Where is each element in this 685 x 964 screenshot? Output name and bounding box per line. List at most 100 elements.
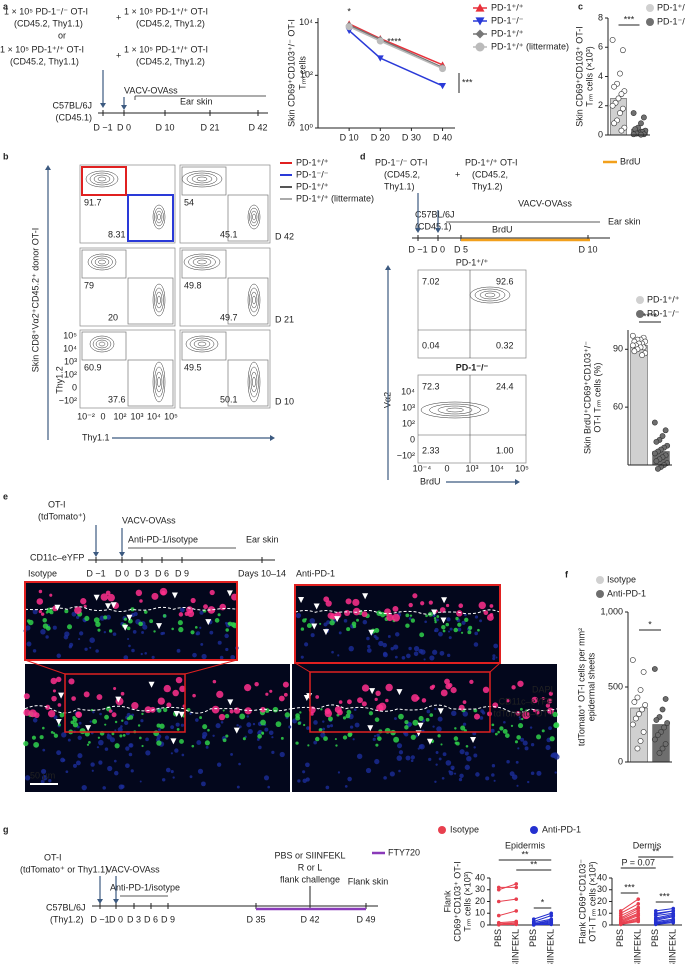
cd11c-cell xyxy=(128,715,134,720)
point xyxy=(659,706,666,713)
nucleus xyxy=(320,732,326,738)
ot-i-cell xyxy=(161,590,166,596)
cd11c-cell xyxy=(45,611,49,614)
nucleus xyxy=(32,649,37,653)
ot-i-cell xyxy=(482,686,490,694)
cd11c-cell xyxy=(455,741,460,746)
cd11c-cell xyxy=(441,625,446,630)
schematic-text: FTY720 xyxy=(388,847,420,857)
cd11c-cell xyxy=(123,617,128,621)
pair-line xyxy=(655,916,674,921)
y-tick-label: 40 xyxy=(597,872,607,882)
point xyxy=(651,736,658,743)
nucleus xyxy=(432,649,438,655)
cd11c-cell xyxy=(97,736,101,739)
cd11c-cell xyxy=(473,708,478,713)
nucleus xyxy=(158,728,161,732)
cd11c-cell xyxy=(214,618,220,623)
nucleus xyxy=(89,646,92,649)
cd11c-cell xyxy=(114,743,120,749)
pair-line xyxy=(620,913,639,922)
arrowhead-marker xyxy=(368,629,375,636)
cd11c-cell xyxy=(70,720,75,725)
schematic-text: D 42 xyxy=(248,122,267,132)
contour xyxy=(154,207,164,227)
schematic-text: Anti-PD-1/isotype xyxy=(110,882,180,892)
nucleus xyxy=(95,649,99,653)
y-axis-label: Flank xyxy=(442,890,452,913)
arrowhead-marker xyxy=(369,688,376,695)
ot-i-cell xyxy=(361,611,368,618)
point xyxy=(620,47,626,54)
nucleus xyxy=(378,640,384,647)
ot-i-cell xyxy=(411,694,419,702)
schematic-text: D 5 xyxy=(454,244,468,254)
pair-line xyxy=(620,912,639,921)
y-axis-label: Flank CD69⁺CD103⁻ xyxy=(577,859,587,944)
ot-i-cell xyxy=(244,707,252,715)
scale-label: 50 µm xyxy=(30,770,55,780)
nucleus xyxy=(64,631,70,637)
cd11c-cell xyxy=(304,618,307,621)
schematic-text: 1 × 10⁵ PD-1⁺/⁺ OT-I xyxy=(0,44,84,54)
nucleus xyxy=(344,785,348,788)
schematic-text: D 3 xyxy=(127,914,141,924)
nucleus xyxy=(366,648,372,653)
nucleus xyxy=(451,710,457,717)
nucleus xyxy=(140,652,143,656)
nucleus xyxy=(98,760,103,765)
ot-i-cell xyxy=(157,697,165,705)
nucleus xyxy=(217,640,222,645)
nucleus xyxy=(212,734,215,737)
y-tick-label: 10⁰ xyxy=(299,122,313,132)
cd11c-cell xyxy=(519,707,523,711)
ot-i-cell xyxy=(478,601,486,610)
ot-i-cell xyxy=(346,699,352,705)
ot-i-cell xyxy=(151,592,159,600)
gate-value: 49.5 xyxy=(184,362,202,372)
x-tick-label: 0 xyxy=(444,463,449,473)
point xyxy=(629,721,636,728)
cd11c-cell xyxy=(111,732,115,736)
gate-value: 79 xyxy=(84,280,94,290)
nucleus xyxy=(338,631,342,635)
nucleus xyxy=(448,770,454,776)
nucleus xyxy=(474,615,479,619)
legend-marker xyxy=(646,4,654,12)
contour xyxy=(97,176,107,182)
cd11c-cell xyxy=(127,618,133,624)
legend-label: PD-1⁺/⁺ xyxy=(491,2,524,12)
annotation: *** xyxy=(462,77,473,87)
nucleus xyxy=(457,627,462,632)
cd11c-cell xyxy=(280,736,284,740)
annotation: *** xyxy=(624,882,635,892)
ot-i-cell xyxy=(278,695,285,702)
x-tick-label: SIINFEKL xyxy=(668,929,678,964)
y-tick-label: 8 xyxy=(598,12,603,22)
cd11c-cell xyxy=(92,718,98,724)
nucleus xyxy=(124,720,129,726)
ot-i-cell xyxy=(545,703,551,708)
nucleus xyxy=(230,654,236,660)
cd11c-cell xyxy=(242,737,246,741)
ot-i-cell xyxy=(357,697,363,704)
cd11c-cell xyxy=(525,709,528,712)
nucleus xyxy=(326,724,331,729)
nucleus xyxy=(313,720,318,725)
point xyxy=(636,897,641,901)
nucleus xyxy=(292,718,298,724)
arrow-head xyxy=(385,265,391,270)
point xyxy=(653,717,660,723)
nucleus xyxy=(279,751,285,758)
nucleus xyxy=(224,621,228,625)
x-tick-label: D 30 xyxy=(402,132,421,142)
nucleus xyxy=(347,776,352,782)
ot-i-cell xyxy=(75,711,83,719)
quadrant-value: 0.32 xyxy=(496,340,514,350)
ot-i-cell xyxy=(50,677,58,685)
legend-marker xyxy=(636,310,644,318)
nucleus xyxy=(215,723,221,729)
cd11c-cell xyxy=(26,619,31,623)
contour xyxy=(429,403,481,417)
ot-i-cell xyxy=(28,709,37,718)
